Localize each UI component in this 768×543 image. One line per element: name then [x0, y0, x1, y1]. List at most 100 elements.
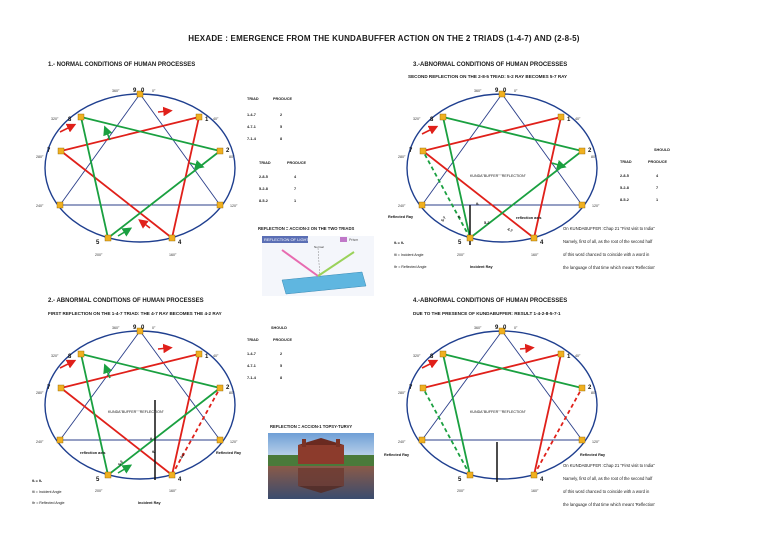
svg-text:7: 7: [409, 148, 413, 154]
svg-text:7: 7: [47, 385, 51, 391]
svg-text:120°: 120°: [230, 204, 238, 208]
svg-text:θᵢ = θᵣ: θᵢ = θᵣ: [394, 241, 404, 245]
svg-text:8: 8: [68, 117, 72, 123]
panel2-subtitle: FIRST REFLECTION ON THE 1-4-7 TRIAD: THE…: [48, 311, 222, 316]
diagram-4: [406, 327, 598, 482]
svg-text:θᵢ: θᵢ: [476, 202, 479, 206]
svg-text:80°: 80°: [591, 155, 597, 159]
svg-text:θr = Reflected Angle: θr = Reflected Angle: [32, 501, 64, 505]
ray-4-7: [60, 150, 173, 239]
note4-line-3: of this word chanced to coincide with a …: [563, 489, 650, 494]
svg-text:θᵢ: θᵢ: [150, 437, 153, 441]
svg-text:θᵣ: θᵣ: [152, 450, 155, 454]
svg-text:Reflected Ray: Reflected Ray: [388, 215, 414, 219]
note4-line-2: Namely, first of all, as the root of the…: [563, 476, 653, 481]
svg-text:80°: 80°: [591, 391, 597, 395]
svg-text:9: 9: [133, 88, 137, 94]
svg-text:120°: 120°: [592, 204, 600, 208]
svg-text:2: 2: [588, 385, 592, 391]
diagram-2: [44, 327, 236, 480]
ray-2-8: [80, 116, 221, 152]
diagram-3: [406, 90, 598, 245]
panel3-title: 3.-ABNORMAL CONDITIONS OF HUMAN PROCESSE…: [413, 62, 568, 68]
svg-text:360°: 360°: [474, 326, 482, 330]
svg-text:80°: 80°: [229, 155, 235, 159]
svg-text:5: 5: [96, 240, 100, 246]
svg-text:40°: 40°: [213, 354, 219, 358]
svg-text:7: 7: [47, 148, 51, 154]
panel4-subtitle: DUE TO THE PRESENCE OF KUNDABUFFER: RESU…: [413, 311, 561, 316]
svg-text:360°: 360°: [112, 89, 120, 93]
svg-text:5: 5: [96, 477, 100, 483]
svg-text:280°: 280°: [398, 391, 406, 395]
svg-text:320°: 320°: [51, 354, 59, 358]
svg-text:160°: 160°: [169, 253, 177, 257]
svg-text:1: 1: [205, 354, 209, 360]
panel3-subtitle: SECOND REFLECTION ON THE 2-8-5 TRIAD: 5-…: [408, 74, 568, 79]
svg-text:360°: 360°: [112, 326, 120, 330]
svg-text:KUNDA"BUFFER" "REFLECTION": KUNDA"BUFFER" "REFLECTION": [470, 410, 527, 414]
svg-text:2: 2: [588, 148, 592, 154]
reflection-topsy-caption: REFLECTION = ACCION-1 TOPSY-TURVY: [270, 424, 353, 429]
svg-text:4: 4: [178, 240, 182, 246]
svg-text:Incident Ray: Incident Ray: [138, 501, 161, 505]
svg-text:320°: 320°: [51, 117, 59, 121]
svg-text:Reflected Ray: Reflected Ray: [384, 453, 410, 457]
svg-text:0°: 0°: [152, 326, 156, 330]
svg-text:40°: 40°: [575, 354, 581, 358]
svg-text:0: 0: [141, 88, 145, 94]
svg-text:320°: 320°: [413, 117, 421, 121]
ray-5-2: [107, 150, 221, 239]
svg-text:KUNDA"BUFFER" "REFLECTION": KUNDA"BUFFER" "REFLECTION": [108, 410, 165, 414]
svg-text:280°: 280°: [36, 155, 44, 159]
svg-text:0°: 0°: [514, 89, 518, 93]
svg-text:2: 2: [226, 148, 230, 154]
svg-text:9: 9: [495, 325, 499, 331]
svg-text:240°: 240°: [36, 440, 44, 444]
svg-text:320°: 320°: [413, 354, 421, 358]
svg-text:REFLECTION OF LIGHT: REFLECTION OF LIGHT: [264, 237, 309, 242]
svg-text:4: 4: [540, 240, 544, 246]
svg-text:240°: 240°: [36, 204, 44, 208]
svg-text:200°: 200°: [95, 253, 103, 257]
note4-line-1: On KUNDABUFFER :Chap 21 "First visit to …: [563, 463, 655, 468]
svg-text:5-2: 5-2: [484, 221, 490, 225]
svg-text:5-7: 5-7: [441, 216, 447, 223]
svg-text:240°: 240°: [398, 204, 406, 208]
note-line-3: of this word chanced to coincide with a …: [563, 252, 650, 257]
svg-text:Normal: Normal: [314, 245, 324, 249]
svg-text:θᵢ = θᵣ: θᵢ = θᵣ: [32, 479, 42, 483]
svg-text:9: 9: [495, 88, 499, 94]
svg-text:40°: 40°: [575, 117, 581, 121]
svg-text:reflection axis: reflection axis: [516, 216, 542, 220]
svg-text:8: 8: [68, 354, 72, 360]
svg-text:0°: 0°: [152, 89, 156, 93]
svg-text:0: 0: [503, 325, 507, 331]
note4-line-4: the language of that time which meant 'R…: [563, 502, 656, 507]
note-line-1: On KUNDABUFFER :Chap 21 "First visit to …: [563, 226, 655, 231]
svg-text:4: 4: [540, 477, 544, 483]
svg-text:120°: 120°: [592, 440, 600, 444]
svg-text:Reflected Ray: Reflected Ray: [580, 453, 606, 457]
svg-text:Prism: Prism: [349, 238, 358, 242]
svg-text:Incident Ray: Incident Ray: [470, 265, 493, 269]
panel4-title: 4.-ABNORMAL CONDITIONS OF HUMAN PROCESSE…: [413, 298, 568, 304]
svg-text:120°: 120°: [230, 440, 238, 444]
svg-text:40°: 40°: [213, 117, 219, 121]
ray-7-1: [60, 116, 200, 152]
svg-text:4-2: 4-2: [179, 453, 185, 460]
svg-text:200°: 200°: [457, 253, 465, 257]
diagram-1: [44, 90, 236, 243]
svg-text:280°: 280°: [36, 391, 44, 395]
note-line-2: Namely, first of all, as the root of the…: [563, 239, 653, 244]
svg-text:KUNDA"BUFFER" "REFLECTION": KUNDA"BUFFER" "REFLECTION": [470, 174, 527, 178]
svg-text:240°: 240°: [398, 440, 406, 444]
svg-text:8: 8: [430, 354, 434, 360]
svg-text:200°: 200°: [95, 489, 103, 493]
svg-text:80°: 80°: [229, 391, 235, 395]
ray-8-5: [80, 116, 109, 239]
